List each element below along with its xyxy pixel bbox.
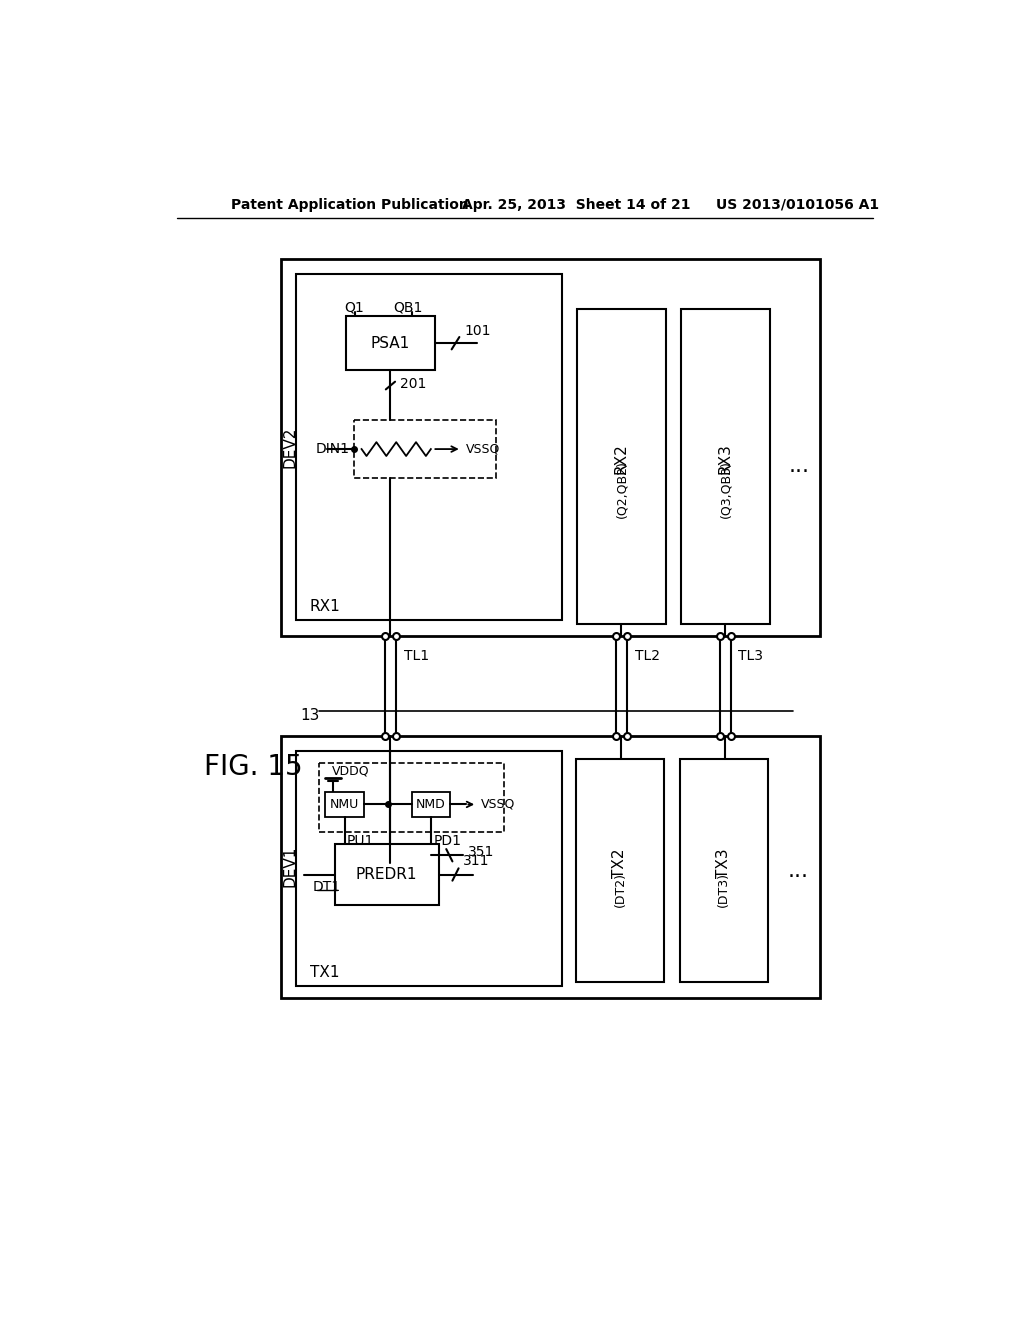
Text: TL2: TL2 xyxy=(635,649,659,663)
Text: DT1: DT1 xyxy=(313,880,341,894)
Bar xyxy=(681,309,770,624)
Text: NMU: NMU xyxy=(330,797,359,810)
Text: (DT3): (DT3) xyxy=(718,873,730,907)
Text: RX2: RX2 xyxy=(614,444,629,474)
Bar xyxy=(281,737,819,998)
Text: TL3: TL3 xyxy=(738,649,764,663)
Text: DEV1: DEV1 xyxy=(283,846,297,887)
Bar xyxy=(354,420,497,478)
Text: 101: 101 xyxy=(464,323,490,338)
Bar xyxy=(326,792,364,817)
Text: (Q3,QB3): (Q3,QB3) xyxy=(719,461,732,519)
Text: 351: 351 xyxy=(468,845,495,859)
Text: PD1: PD1 xyxy=(433,834,461,849)
Bar xyxy=(335,843,438,906)
Text: QB1: QB1 xyxy=(393,300,423,314)
Bar xyxy=(680,759,768,982)
Bar xyxy=(412,792,451,817)
Text: ...: ... xyxy=(787,861,808,880)
Text: TX2: TX2 xyxy=(612,849,628,878)
Text: PSA1: PSA1 xyxy=(371,335,410,351)
Text: 311: 311 xyxy=(463,854,489,867)
Text: FIG. 15: FIG. 15 xyxy=(204,752,302,780)
Text: VSSQ: VSSQ xyxy=(466,442,500,455)
Text: (Q2,QB2): (Q2,QB2) xyxy=(615,461,628,519)
Text: NMD: NMD xyxy=(416,797,445,810)
Bar xyxy=(346,317,435,370)
Text: Apr. 25, 2013  Sheet 14 of 21: Apr. 25, 2013 Sheet 14 of 21 xyxy=(462,198,690,211)
Bar xyxy=(575,759,665,982)
Text: DIN1: DIN1 xyxy=(316,442,350,457)
Text: TX3: TX3 xyxy=(717,849,731,878)
Bar xyxy=(319,763,504,832)
Text: TL1: TL1 xyxy=(403,649,429,663)
Text: ...: ... xyxy=(788,457,810,477)
Text: 13: 13 xyxy=(300,708,319,722)
Text: Q1: Q1 xyxy=(344,300,364,314)
Text: RX1: RX1 xyxy=(310,599,341,614)
Text: VSSQ: VSSQ xyxy=(481,797,515,810)
Text: PREDR1: PREDR1 xyxy=(355,867,418,882)
Text: TX1: TX1 xyxy=(310,965,340,979)
Text: DEV2: DEV2 xyxy=(283,426,297,467)
Text: Patent Application Publication: Patent Application Publication xyxy=(230,198,468,211)
Text: 201: 201 xyxy=(399,378,426,391)
Text: (DT2): (DT2) xyxy=(613,873,627,907)
Bar xyxy=(578,309,666,624)
Text: RX3: RX3 xyxy=(718,444,733,474)
Bar xyxy=(281,259,819,636)
Text: US 2013/0101056 A1: US 2013/0101056 A1 xyxy=(716,198,879,211)
Bar xyxy=(296,751,562,986)
Text: PU1: PU1 xyxy=(347,834,375,849)
Text: VDDQ: VDDQ xyxy=(332,764,370,777)
Bar xyxy=(296,275,562,620)
